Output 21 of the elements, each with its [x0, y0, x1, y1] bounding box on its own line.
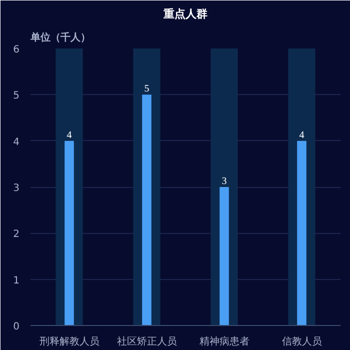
y-tick-label: 1	[13, 275, 20, 286]
y-axis-title: 单位（千人）	[30, 32, 90, 44]
data-label: 5	[144, 84, 150, 95]
bar	[64, 140, 74, 326]
bar	[220, 187, 229, 326]
bar	[297, 140, 306, 326]
bar	[142, 94, 152, 326]
y-tick-label: 5	[13, 90, 20, 102]
y-tick-label: 2	[13, 229, 20, 240]
x-tick-label: 社区矫正人员	[116, 336, 177, 348]
y-tick-label: 0	[13, 322, 20, 332]
y-tick-label: 3	[13, 183, 20, 194]
data-label: 3	[222, 176, 227, 187]
y-tick-label: 6	[13, 44, 20, 56]
chart-title: 重点人群	[162, 8, 208, 20]
data-label: 4	[66, 130, 72, 141]
y-tick-label: 4	[13, 136, 20, 148]
data-label: 4	[299, 130, 304, 141]
x-tick-label: 精神病患者	[199, 336, 250, 348]
x-tick-label: 刑释解教人员	[39, 336, 100, 348]
x-tick-label: 信教人员	[282, 336, 322, 348]
